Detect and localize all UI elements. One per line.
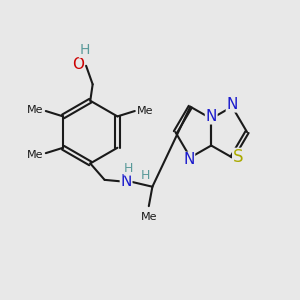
Text: N: N xyxy=(183,152,194,167)
Text: H: H xyxy=(141,169,151,182)
Text: O: O xyxy=(72,57,84,72)
Text: Me: Me xyxy=(27,104,44,115)
Text: N: N xyxy=(206,109,217,124)
Text: Me: Me xyxy=(137,106,154,116)
Text: N: N xyxy=(226,97,238,112)
Text: N: N xyxy=(120,174,132,189)
Text: H: H xyxy=(80,43,90,57)
Text: Me: Me xyxy=(141,212,157,221)
Text: S: S xyxy=(233,148,243,166)
Text: Me: Me xyxy=(27,150,44,160)
Text: H: H xyxy=(124,162,133,175)
